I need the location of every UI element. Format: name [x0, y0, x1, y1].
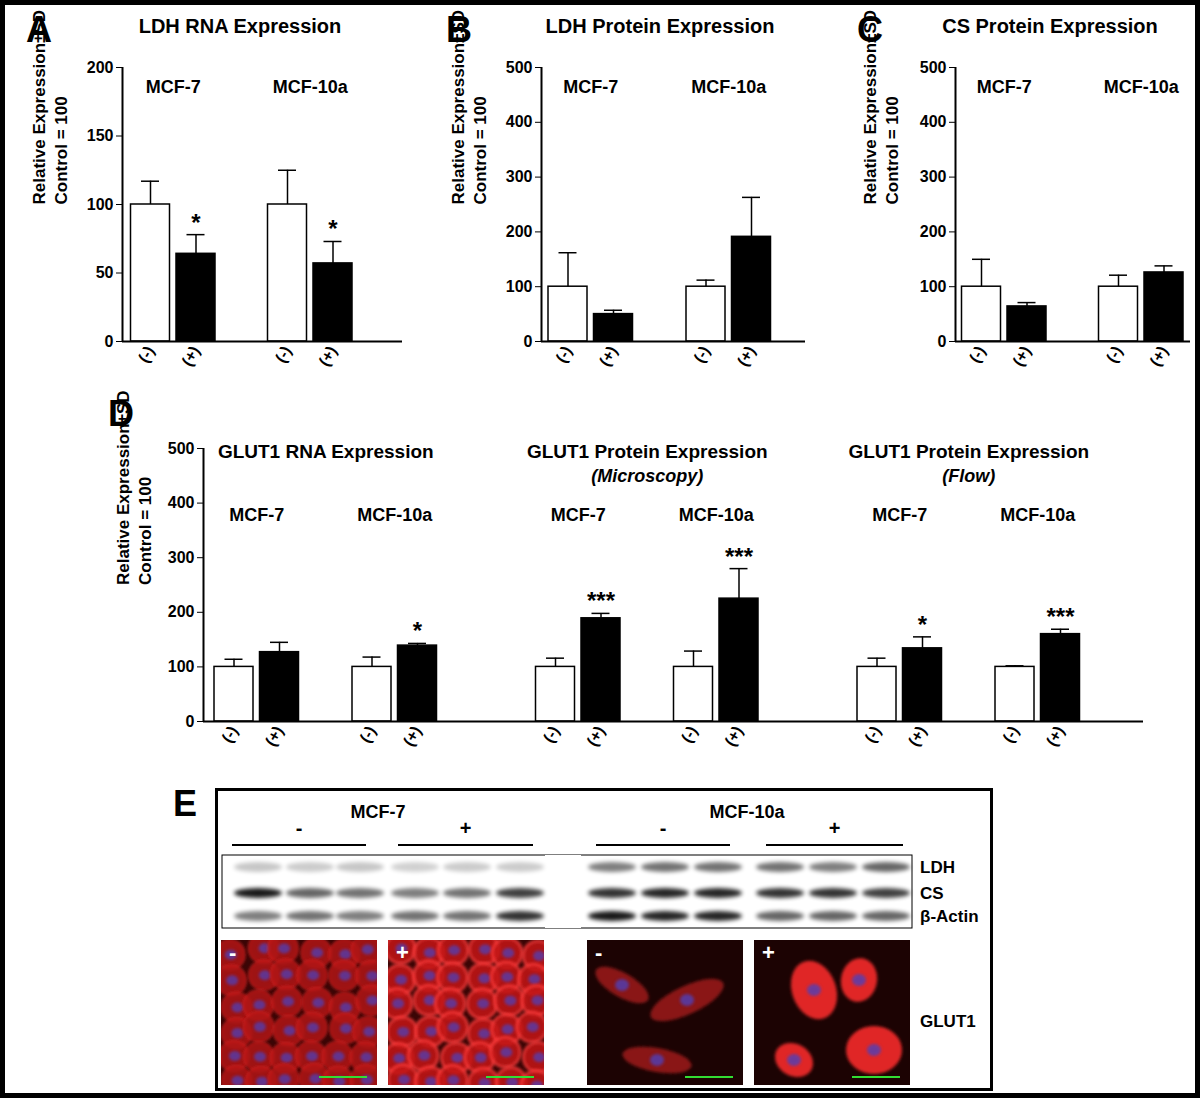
svg-text:MCF-7: MCF-7	[229, 505, 284, 525]
svg-text:*: *	[191, 209, 201, 236]
svg-text:150: 150	[87, 127, 114, 144]
svg-text:100: 100	[506, 278, 533, 295]
svg-text:MCF-10a: MCF-10a	[691, 77, 767, 97]
svg-text:50: 50	[96, 264, 114, 281]
svg-text:0: 0	[105, 333, 114, 350]
svg-text:***: ***	[1046, 603, 1075, 630]
svg-text:MCF-7: MCF-7	[146, 77, 201, 97]
svg-text:(Microscopy): (Microscopy)	[591, 466, 703, 486]
svg-text:*: *	[413, 617, 423, 644]
svg-text:(-): (-)	[966, 343, 989, 365]
svg-text:MCF-10a: MCF-10a	[273, 77, 349, 97]
svg-text:*: *	[328, 215, 338, 242]
svg-text:(-): (-)	[678, 723, 701, 745]
svg-text:(Flow): (Flow)	[942, 466, 995, 486]
svg-text:(+): (+)	[596, 343, 621, 369]
svg-text:(-): (-)	[135, 343, 158, 365]
svg-text:100: 100	[168, 658, 195, 675]
svg-text:-: -	[296, 817, 303, 839]
svg-text:(+): (+)	[583, 723, 608, 749]
svg-text:0: 0	[186, 713, 195, 730]
svg-text:300: 300	[168, 549, 195, 566]
svg-text:(-): (-)	[861, 723, 884, 745]
svg-text:(-): (-)	[690, 343, 713, 365]
svg-text:(-): (-)	[1103, 343, 1126, 365]
svg-text:(+): (+)	[734, 343, 759, 369]
svg-text:100: 100	[920, 278, 947, 295]
svg-text:(-): (-)	[356, 723, 379, 745]
svg-text:***: ***	[725, 543, 754, 570]
svg-text:MCF-10a: MCF-10a	[679, 505, 755, 525]
svg-text:200: 200	[168, 603, 195, 620]
svg-text:MCF-10a: MCF-10a	[709, 802, 785, 822]
svg-text:500: 500	[506, 59, 533, 76]
svg-text:GLUT1 RNA Expression: GLUT1 RNA Expression	[218, 441, 434, 462]
svg-text:(-): (-)	[552, 343, 575, 365]
svg-text:(-): (-)	[999, 723, 1022, 745]
svg-text:MCF-10a: MCF-10a	[1104, 77, 1180, 97]
svg-text:CS: CS	[920, 884, 944, 903]
svg-text:MCF-10a: MCF-10a	[357, 505, 433, 525]
svg-text:400: 400	[168, 494, 195, 511]
svg-text:(+): (+)	[262, 723, 287, 749]
svg-text:+: +	[829, 817, 841, 839]
svg-text:300: 300	[920, 168, 947, 185]
svg-text:500: 500	[920, 59, 947, 76]
svg-text:0: 0	[524, 333, 533, 350]
svg-text:β-Actin: β-Actin	[920, 907, 979, 926]
svg-text:-: -	[229, 940, 236, 965]
svg-text:500: 500	[168, 440, 195, 457]
svg-text:100: 100	[87, 196, 114, 213]
svg-text:+: +	[460, 817, 472, 839]
svg-text:Relative Expression±SDControl: Relative Expression±SDControl = 100	[30, 10, 71, 205]
svg-text:LDH: LDH	[920, 858, 955, 877]
svg-text:-: -	[595, 940, 602, 965]
svg-text:MCF-7: MCF-7	[551, 505, 606, 525]
svg-text:GLUT1 Protein Expression: GLUT1 Protein Expression	[527, 441, 768, 462]
svg-text:GLUT1: GLUT1	[920, 1012, 976, 1031]
svg-text:0: 0	[938, 333, 947, 350]
svg-text:(+): (+)	[315, 343, 340, 369]
svg-text:(-): (-)	[218, 723, 241, 745]
svg-text:(-): (-)	[272, 343, 295, 365]
svg-text:MCF-7: MCF-7	[872, 505, 927, 525]
svg-text:Relative Expression±SDControl: Relative Expression±SDControl = 100	[114, 390, 155, 585]
svg-text:200: 200	[87, 59, 114, 76]
svg-text:***: ***	[587, 587, 616, 614]
svg-text:MCF-7: MCF-7	[563, 77, 618, 97]
svg-text:MCF-10a: MCF-10a	[1000, 505, 1076, 525]
svg-text:300: 300	[506, 168, 533, 185]
svg-text:Relative Expression±SDControl: Relative Expression±SDControl = 100	[861, 10, 902, 205]
svg-text:200: 200	[920, 223, 947, 240]
svg-text:400: 400	[506, 113, 533, 130]
svg-text:Relative Expression±SDControl: Relative Expression±SDControl = 100	[449, 10, 490, 205]
svg-text:(+): (+)	[1146, 343, 1171, 369]
svg-text:GLUT1 Protein Expression: GLUT1 Protein Expression	[848, 441, 1089, 462]
svg-text:(+): (+)	[1043, 723, 1068, 749]
svg-text:MCF-7: MCF-7	[351, 802, 406, 822]
svg-text:(+): (+)	[400, 723, 425, 749]
svg-text:(+): (+)	[721, 723, 746, 749]
svg-text:400: 400	[920, 113, 947, 130]
svg-text:(+): (+)	[178, 343, 203, 369]
svg-text:(+): (+)	[1009, 343, 1034, 369]
svg-text:200: 200	[506, 223, 533, 240]
svg-text:*: *	[918, 611, 928, 638]
svg-text:(-): (-)	[540, 723, 563, 745]
svg-text:MCF-7: MCF-7	[977, 77, 1032, 97]
svg-text:-: -	[660, 817, 667, 839]
svg-text:(+): (+)	[905, 723, 930, 749]
svg-text:+: +	[396, 940, 409, 965]
svg-text:+: +	[762, 940, 775, 965]
